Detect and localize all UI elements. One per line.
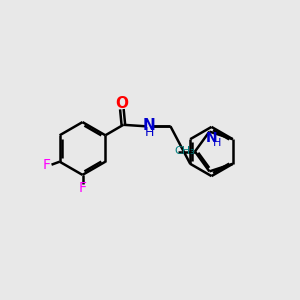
- Text: O: O: [116, 96, 128, 111]
- Text: F: F: [43, 158, 51, 172]
- Text: H: H: [145, 126, 154, 140]
- Text: F: F: [79, 182, 86, 195]
- Text: CH₃: CH₃: [175, 146, 195, 157]
- Text: N: N: [143, 118, 156, 133]
- Text: N: N: [206, 131, 218, 145]
- Text: H: H: [213, 138, 221, 148]
